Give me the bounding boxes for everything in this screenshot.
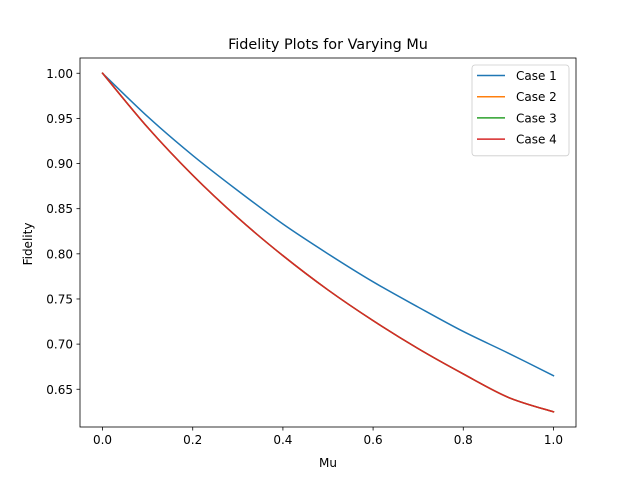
y-tick-label: 0.95: [46, 112, 73, 126]
series-line-case-4: [101, 72, 555, 413]
x-tick-label: 0.8: [454, 433, 473, 447]
series-line-case-1: [101, 72, 555, 377]
x-tick-label: 0.6: [364, 433, 383, 447]
y-tick-label: 0.90: [46, 157, 73, 171]
axes-frame: [79, 57, 577, 428]
y-tick-label: 0.85: [46, 202, 73, 216]
legend-box: [471, 64, 570, 157]
legend-label-case-1: Case 1: [516, 69, 557, 83]
y-tick-label: 0.70: [46, 338, 73, 352]
x-tick-label: 0.2: [183, 433, 202, 447]
legend-label-case-3: Case 3: [516, 111, 557, 125]
y-tick-label: 1.00: [46, 67, 73, 81]
legend: Case 1 Case 2 Case 3 Case 4: [471, 64, 570, 157]
x-axis-label: Mu: [319, 456, 337, 470]
chart-title: Fidelity Plots for Varying Mu: [228, 37, 428, 53]
y-axis-label: Fidelity: [21, 223, 35, 266]
y-tick-label: 0.65: [46, 383, 73, 397]
x-tick-label: 0.0: [93, 433, 112, 447]
plot-area: 0.0 0.2 0.4 0.6 0.8 1.0 0.65 0.70 0.75 0.80 0.85 0.…: [46, 57, 577, 447]
y-tick-label: 0.80: [46, 247, 73, 261]
y-tick-label: 0.75: [46, 292, 73, 306]
x-tick-label: 0.4: [273, 433, 292, 447]
legend-label-case-4: Case 4: [516, 133, 557, 147]
legend-label-case-2: Case 2: [516, 90, 557, 104]
x-tick-label: 1.0: [544, 433, 563, 447]
